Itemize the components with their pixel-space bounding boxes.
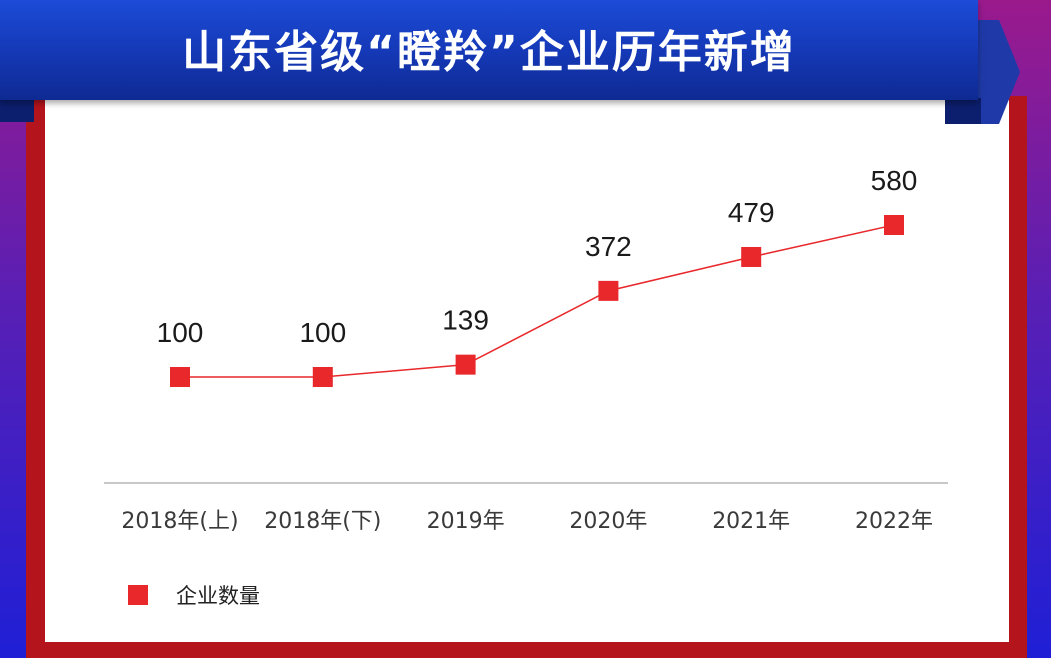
data-point-marker	[884, 215, 904, 235]
data-point-marker	[598, 280, 619, 301]
x-tick-label: 2019年	[427, 509, 505, 534]
value-labels: 100 100 139 372 479 580	[157, 165, 918, 348]
series-line	[180, 224, 895, 378]
x-tick-label: 2018年(下)	[264, 509, 381, 534]
data-value-label: 100	[157, 317, 204, 348]
data-value-label: 479	[728, 197, 775, 228]
title-banner	[0, 0, 978, 100]
banner-fold-right	[945, 98, 981, 124]
legend-label: 企业数量	[176, 584, 260, 608]
x-tick-labels: 2018年(上) 2018年(下) 2019年 2020年 2021年 2022年	[121, 509, 933, 534]
data-point-marker	[741, 246, 762, 267]
data-point-marker	[455, 354, 476, 375]
data-point-marker	[170, 367, 190, 387]
data-value-label: 372	[585, 231, 632, 262]
legend-swatch	[128, 585, 148, 605]
data-value-label: 100	[299, 317, 346, 348]
legend: 企业数量	[128, 584, 260, 608]
series-markers	[170, 215, 904, 387]
x-tick-label: 2022年	[855, 509, 933, 534]
x-tick-label: 2021年	[712, 509, 790, 534]
banner-fold-left	[0, 96, 34, 122]
data-point-marker	[312, 367, 333, 387]
data-value-label: 580	[871, 165, 918, 196]
data-value-label: 139	[442, 305, 489, 336]
chart-panel	[45, 100, 1009, 642]
page-title: 山东省级“瞪羚”企业历年新增	[182, 27, 796, 78]
x-tick-label: 2018年(上)	[121, 509, 238, 534]
x-tick-label: 2020年	[569, 509, 647, 534]
